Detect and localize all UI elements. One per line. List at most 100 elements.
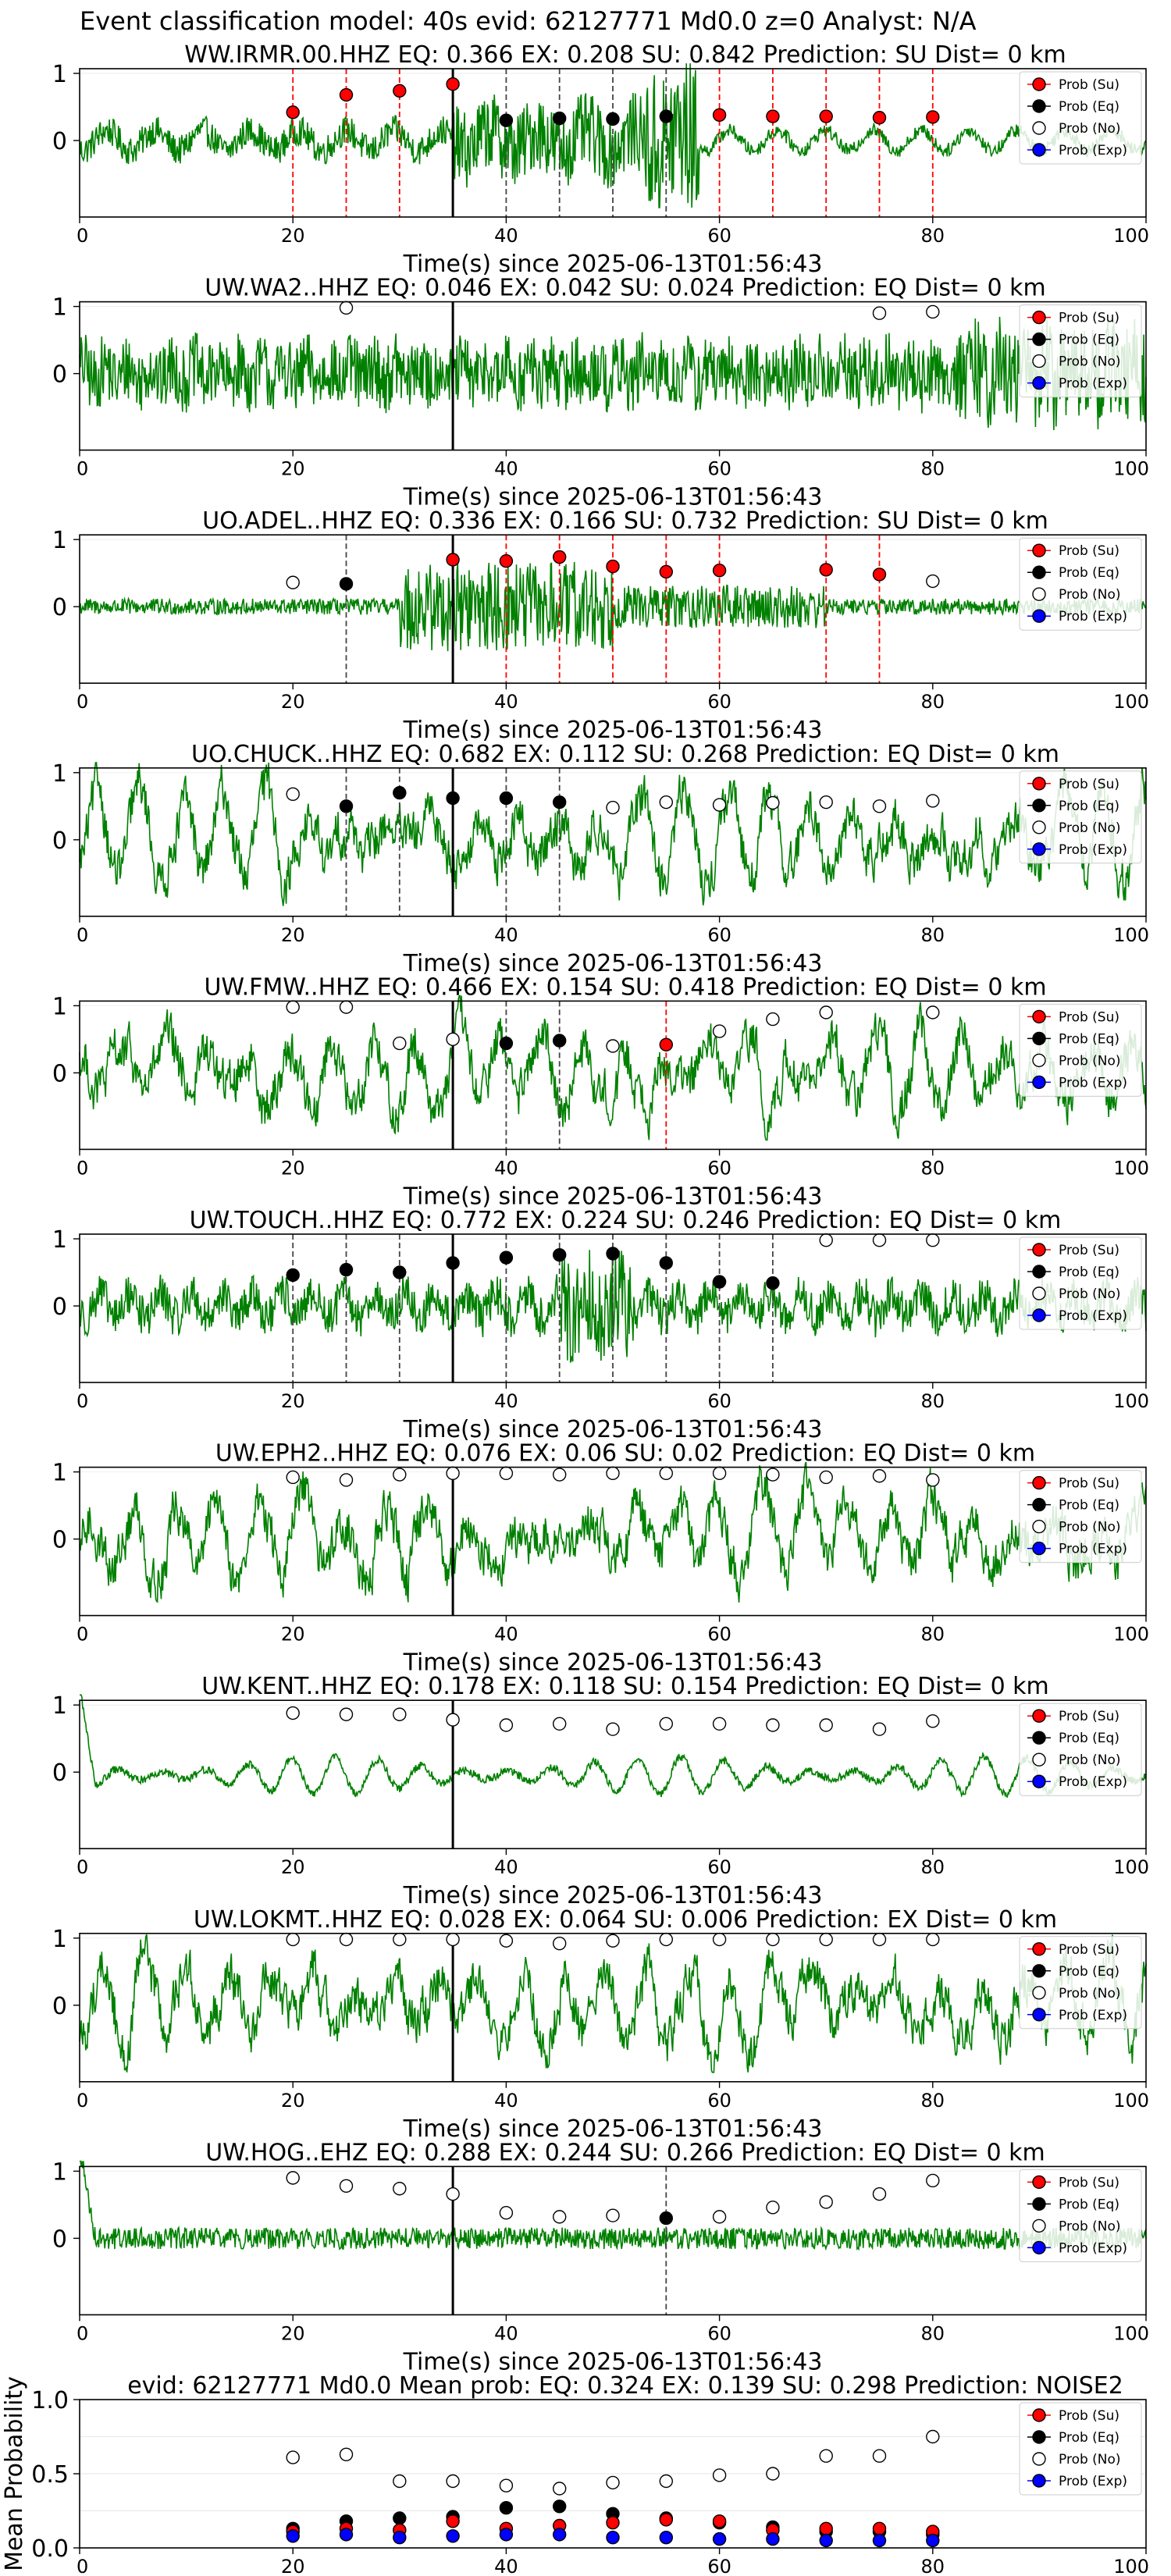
mean-point-exp bbox=[659, 2530, 673, 2545]
prob-point-no bbox=[606, 1466, 620, 1481]
legend-box bbox=[1019, 1470, 1142, 1564]
x-tick-label: 80 bbox=[921, 2322, 945, 2344]
legend-box bbox=[1019, 1236, 1142, 1330]
x-axis-label: Time(s) since 2025-06-13T01:56:43 bbox=[403, 1882, 823, 1909]
plot-frame bbox=[79, 1233, 1147, 1383]
legend-label: Prob (Su) bbox=[1059, 1942, 1119, 1958]
prob-point-no bbox=[872, 1233, 887, 1247]
panel-10: evid: 62127771 Md0.0 Mean prob: EQ: 0.32… bbox=[1, 2372, 1149, 2576]
mean-point-exp bbox=[393, 2530, 407, 2545]
prob-point-no bbox=[926, 574, 940, 589]
mean-point-su bbox=[819, 2521, 833, 2536]
legend-marker-exp bbox=[1032, 2008, 1046, 2022]
mean-point-su bbox=[872, 2521, 887, 2536]
prob-point-eq bbox=[499, 1036, 514, 1051]
y-tick-label: 0 bbox=[52, 594, 67, 621]
mean-point-su bbox=[446, 2514, 460, 2528]
legend-label: Prob (Eq) bbox=[1059, 1031, 1119, 1047]
x-axis-label: Time(s) since 2025-06-13T01:56:43 bbox=[403, 717, 823, 744]
legend-marker-su bbox=[1032, 1942, 1046, 1956]
legend-label: Prob (Eq) bbox=[1059, 2197, 1119, 2212]
x-tick-label: 0 bbox=[77, 1157, 88, 1179]
x-axis-label: Time(s) since 2025-06-13T01:56:43 bbox=[403, 484, 823, 511]
mean-point-exp bbox=[553, 2528, 567, 2542]
x-axis-label: Time(s) since 2025-06-13T01:56:43 bbox=[403, 1416, 823, 1443]
mean-point-no bbox=[766, 2467, 780, 2481]
legend-marker-no bbox=[1032, 820, 1046, 834]
x-tick-label: 40 bbox=[494, 1624, 518, 1646]
x-tick-label: 60 bbox=[707, 691, 731, 713]
plot-frame bbox=[79, 534, 1147, 685]
legend-marker-no bbox=[1032, 1519, 1046, 1534]
x-tick-label: 80 bbox=[921, 2556, 945, 2576]
prob-point-no bbox=[339, 301, 354, 315]
prob-point-no bbox=[766, 795, 780, 810]
prob-point-no bbox=[446, 1713, 460, 1727]
panel-7: UW.KENT..HHZ EQ: 0.178 EX: 0.118 SU: 0.1… bbox=[52, 1673, 1149, 1909]
waveform bbox=[79, 762, 1147, 906]
legend-marker-eq bbox=[1032, 799, 1046, 813]
mean-point-no bbox=[393, 2474, 407, 2489]
x-tick-label: 80 bbox=[921, 225, 945, 247]
panel-title: UO.CHUCK..HHZ EQ: 0.682 EX: 0.112 SU: 0.… bbox=[191, 741, 1059, 768]
legend-label: Prob (Eq) bbox=[1059, 565, 1119, 581]
mean-point-no bbox=[819, 2449, 833, 2463]
prob-point-no bbox=[339, 1932, 354, 1947]
prob-point-no bbox=[286, 1000, 300, 1014]
panel-2: UO.ADEL..HHZ EQ: 0.336 EX: 0.166 SU: 0.7… bbox=[52, 507, 1149, 744]
prob-point-su bbox=[872, 568, 887, 582]
legend-label: Prob (Exp) bbox=[1059, 842, 1127, 858]
prob-point-no bbox=[872, 1469, 887, 1483]
prob-point-no bbox=[286, 787, 300, 802]
x-tick-label: 80 bbox=[921, 2090, 945, 2112]
x-tick-label: 100 bbox=[1113, 2090, 1149, 2112]
legend-marker-su bbox=[1032, 1243, 1046, 1257]
prob-point-no bbox=[393, 1036, 407, 1051]
panel-8: UW.LOKMT..HHZ EQ: 0.028 EX: 0.064 SU: 0.… bbox=[52, 1906, 1149, 2143]
mean-point-no bbox=[286, 2450, 300, 2464]
y-tick-label: 1 bbox=[52, 1692, 67, 1720]
legend-marker-su bbox=[1032, 777, 1046, 791]
prob-point-no bbox=[926, 1233, 940, 1247]
prob-point-eq bbox=[712, 1275, 727, 1289]
plot-frame bbox=[79, 68, 1147, 218]
waveform bbox=[79, 1461, 1147, 1603]
x-tick-label: 80 bbox=[921, 458, 945, 480]
panel-title: UW.TOUCH..HHZ EQ: 0.772 EX: 0.224 SU: 0.… bbox=[190, 1207, 1062, 1234]
prob-point-eq bbox=[446, 1256, 460, 1270]
legend-label: Prob (Su) bbox=[1059, 2175, 1119, 2190]
legend-marker-eq bbox=[1032, 332, 1046, 347]
legend-marker-no bbox=[1032, 587, 1046, 601]
prob-point-no bbox=[819, 1005, 833, 1019]
waveform bbox=[79, 1934, 1147, 2073]
prob-point-no bbox=[819, 795, 833, 809]
mean-point-no bbox=[659, 2474, 673, 2489]
x-tick-label: 40 bbox=[494, 2556, 518, 2576]
legend-box bbox=[1019, 2169, 1142, 2262]
mean-point-su bbox=[712, 2514, 727, 2528]
x-tick-label: 0 bbox=[77, 2322, 88, 2344]
prob-point-no bbox=[446, 1032, 460, 1047]
legend-label: Prob (Eq) bbox=[1059, 1964, 1119, 1980]
prob-point-no bbox=[659, 1932, 673, 1947]
waveform bbox=[79, 63, 1147, 208]
prob-point-no bbox=[926, 794, 940, 808]
prob-point-no bbox=[712, 1466, 727, 1481]
mean-point-exp bbox=[606, 2530, 620, 2545]
prob-point-no bbox=[606, 1039, 620, 1053]
prob-point-su bbox=[446, 553, 460, 567]
legend-marker-exp bbox=[1032, 609, 1046, 623]
legend-label: Prob (Su) bbox=[1059, 1009, 1119, 1025]
legend-label: Prob (Exp) bbox=[1059, 609, 1127, 624]
legend-label: Prob (Exp) bbox=[1059, 1308, 1127, 1324]
mean-point-no bbox=[606, 2475, 620, 2490]
legend-label: Prob (No) bbox=[1059, 2452, 1121, 2467]
prob-point-no bbox=[339, 2179, 354, 2194]
x-tick-label: 0 bbox=[77, 1624, 88, 1646]
legend-marker-su bbox=[1032, 1009, 1046, 1024]
prob-point-no bbox=[286, 1932, 300, 1947]
prob-point-no bbox=[926, 2173, 940, 2188]
x-tick-label: 100 bbox=[1113, 1157, 1149, 1179]
prob-point-no bbox=[553, 1717, 567, 1731]
x-tick-label: 40 bbox=[494, 1856, 518, 1878]
